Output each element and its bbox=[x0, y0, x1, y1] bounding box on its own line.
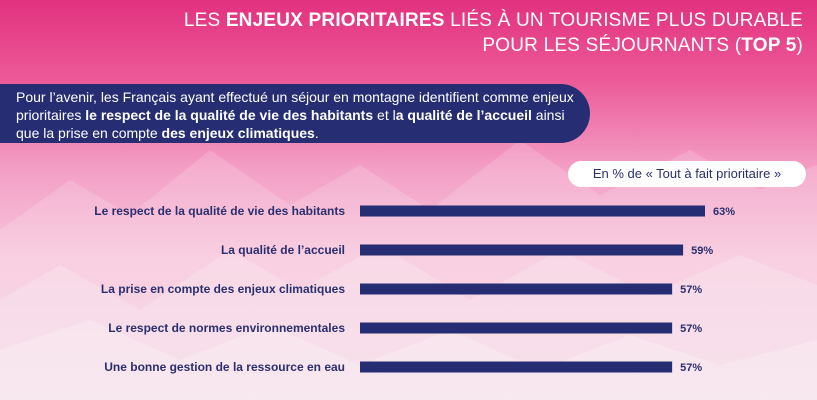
bar bbox=[360, 244, 684, 256]
bar-chart: Le respect de la qualité de vie des habi… bbox=[94, 204, 735, 374]
bar bbox=[360, 322, 673, 334]
value-label: 59% bbox=[691, 245, 713, 257]
category-label: Le respect de normes environnementales bbox=[108, 321, 345, 335]
title-line-2: pour les séjournants (top 5) bbox=[482, 35, 803, 56]
intro-box: Pour l’avenir, les Français ayant effect… bbox=[0, 84, 590, 143]
value-label: 57% bbox=[680, 323, 702, 335]
category-label: La qualité de l’accueil bbox=[221, 243, 345, 257]
bar bbox=[360, 205, 705, 217]
value-label: 63% bbox=[713, 206, 735, 218]
bar bbox=[360, 283, 673, 295]
category-label: La prise en compte des enjeux climatique… bbox=[101, 282, 345, 296]
category-label: Une bonne gestion de la ressource en eau bbox=[104, 360, 345, 374]
bar bbox=[360, 361, 673, 373]
category-label: Le respect de la qualité de vie des habi… bbox=[94, 204, 345, 218]
title-line-1: Les enjeux prioritaires liés à un touris… bbox=[183, 10, 803, 31]
unit-label: En % de « Tout à fait prioritaire » bbox=[568, 161, 806, 187]
value-label: 57% bbox=[680, 284, 702, 296]
page-title: Les enjeux prioritaires liés à un touris… bbox=[184, 8, 803, 58]
value-label: 57% bbox=[680, 362, 702, 374]
